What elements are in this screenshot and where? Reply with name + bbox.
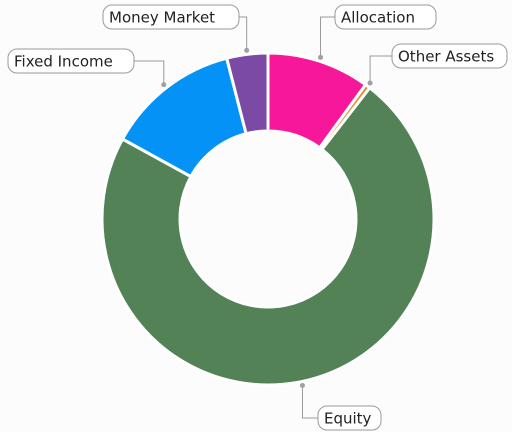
leader-dot	[244, 47, 250, 53]
label-box	[317, 405, 382, 431]
label-box	[334, 4, 437, 30]
leader-line	[134, 60, 165, 85]
leader-dot	[299, 382, 305, 388]
slice-label: Equity	[324, 410, 372, 428]
label-box	[7, 48, 135, 74]
slice-label: Other Assets	[398, 48, 494, 66]
leader-dot	[318, 54, 324, 60]
slice	[224, 51, 270, 136]
leader-line	[239, 16, 248, 51]
slice-label: Allocation	[341, 9, 415, 27]
leader-line	[369, 55, 392, 84]
slice-label: Fixed Income	[14, 53, 113, 71]
label-box	[391, 43, 508, 69]
leader-line	[320, 16, 335, 58]
leader-dot	[161, 82, 167, 88]
leader-line	[301, 385, 318, 419]
leader-dot	[367, 80, 373, 86]
slice-label: Money Market	[109, 9, 215, 27]
label-box	[102, 4, 240, 30]
slice	[100, 85, 436, 387]
